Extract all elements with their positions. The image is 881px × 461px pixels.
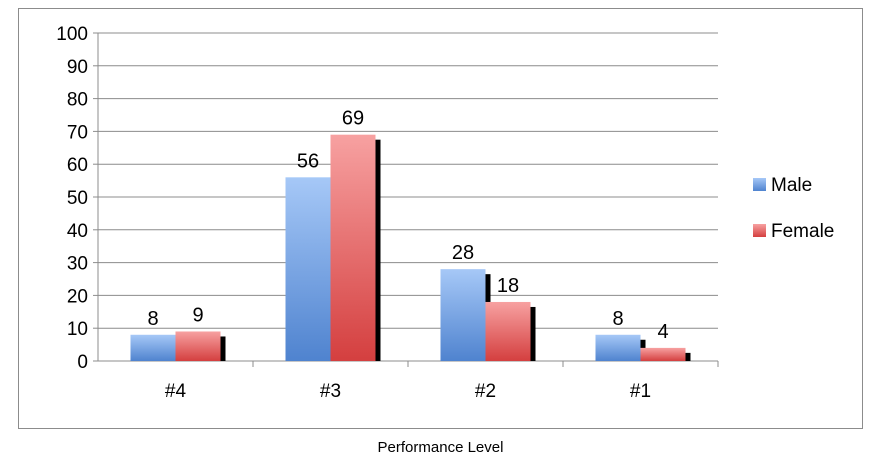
y-tick-label: 40 <box>67 221 88 242</box>
bar-female <box>640 347 686 361</box>
legend-label-male: Male <box>771 175 812 196</box>
bar-male <box>285 177 331 361</box>
data-label: 8 <box>147 308 158 330</box>
x-tick-label: #2 <box>475 381 496 402</box>
y-tick-label: 0 <box>77 352 88 373</box>
data-label: 69 <box>342 108 364 130</box>
data-label: 18 <box>497 275 519 297</box>
data-label: 56 <box>297 150 319 172</box>
bar-male <box>595 334 641 361</box>
y-tick-label: 80 <box>67 90 88 111</box>
x-tick-label: #1 <box>630 381 651 402</box>
bar-female <box>175 331 221 361</box>
legend-label-female: Female <box>771 221 834 242</box>
x-tick-label: #4 <box>165 381 187 402</box>
legend-swatch-female <box>753 224 766 237</box>
legend-swatch-male <box>753 178 766 191</box>
y-tick-label: 20 <box>67 286 88 307</box>
bar-female <box>485 301 531 361</box>
y-tick-label: 70 <box>67 122 88 143</box>
bar-female <box>330 134 376 361</box>
y-tick-label: 90 <box>67 57 88 78</box>
y-tick-label: 30 <box>67 254 88 275</box>
data-label: 28 <box>452 242 474 264</box>
bar-male <box>130 334 176 361</box>
y-tick-label: 60 <box>67 155 88 176</box>
data-label: 9 <box>192 304 203 326</box>
y-tick-label: 50 <box>67 188 88 209</box>
x-axis-title: Performance Level <box>377 439 504 456</box>
y-tick-label: 10 <box>67 319 88 340</box>
x-tick-label: #3 <box>320 381 341 402</box>
data-label: 4 <box>657 321 668 343</box>
data-label: 8 <box>612 308 623 330</box>
y-tick-label: 100 <box>56 24 88 45</box>
bar-male <box>440 269 486 361</box>
